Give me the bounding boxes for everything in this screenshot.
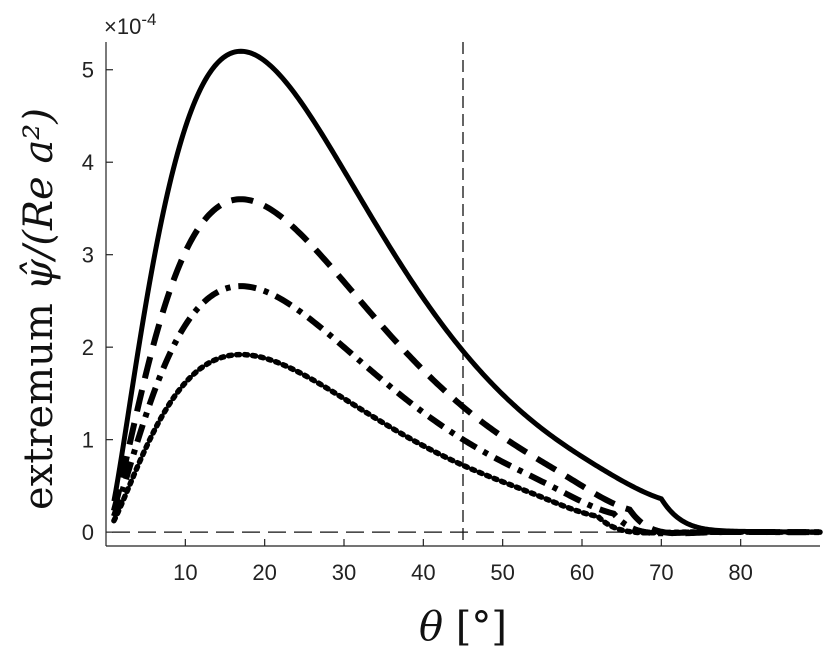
y-tick-label: 2 bbox=[82, 335, 94, 360]
x-tick-label: 30 bbox=[332, 560, 356, 585]
x-tick-label: 80 bbox=[728, 560, 752, 585]
x-tick-label: 50 bbox=[490, 560, 514, 585]
y-exponent-label: ×10-4 bbox=[104, 10, 156, 39]
series-line-solid bbox=[111, 48, 821, 535]
plot-area bbox=[111, 42, 823, 546]
series-line-dashed bbox=[111, 196, 820, 537]
y-tick-label: 5 bbox=[82, 58, 94, 83]
series-line-dotted bbox=[111, 351, 823, 536]
series-line-dashdot bbox=[111, 283, 820, 537]
x-tick-label: 70 bbox=[649, 560, 673, 585]
x-tick-label: 60 bbox=[570, 560, 594, 585]
y-tick-label: 4 bbox=[82, 150, 94, 175]
y-axis-title: extremum ψ̂/(Re a²) bbox=[16, 108, 62, 510]
x-tick-label: 40 bbox=[411, 560, 435, 585]
x-tick-label: 10 bbox=[173, 560, 197, 585]
y-tick-label: 0 bbox=[82, 520, 94, 545]
axes bbox=[105, 42, 820, 547]
x-axis-title: θ [°] bbox=[419, 604, 507, 650]
y-tick-label: 1 bbox=[82, 428, 94, 453]
x-tick-label: 20 bbox=[252, 560, 276, 585]
y-ticks: 0 1 2 3 4 5 bbox=[82, 58, 113, 545]
x-ticks: 10 20 30 40 50 60 70 80 bbox=[173, 539, 753, 585]
y-tick-label: 3 bbox=[82, 243, 94, 268]
